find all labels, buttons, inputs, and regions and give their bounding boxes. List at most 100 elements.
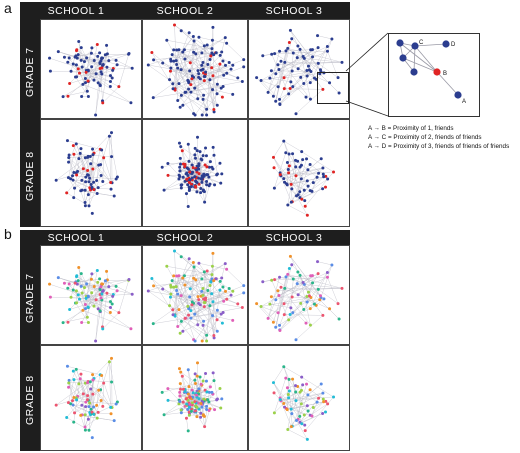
network-node — [72, 171, 76, 175]
network-edge — [66, 388, 91, 418]
network-node — [172, 274, 176, 278]
network-node — [73, 55, 77, 59]
network-node — [169, 59, 173, 63]
network-node — [169, 66, 173, 70]
network-edge — [100, 54, 129, 64]
network-edge — [267, 296, 293, 319]
network-node — [77, 40, 81, 44]
network-node — [108, 300, 112, 304]
network-node — [210, 38, 214, 42]
network-node — [236, 302, 240, 306]
network-node — [291, 277, 295, 281]
network-node — [86, 193, 90, 197]
network-node — [198, 77, 202, 81]
network-node — [91, 153, 95, 157]
network-node — [177, 367, 181, 371]
network-edge — [94, 270, 98, 287]
network-node — [98, 83, 102, 87]
network-node — [321, 397, 325, 401]
network-node — [206, 173, 210, 177]
network-node — [296, 293, 300, 297]
network-edge — [151, 52, 176, 91]
network-edge — [186, 193, 189, 207]
network-node — [242, 65, 246, 69]
inset-edge — [402, 57, 438, 73]
network-node — [285, 183, 289, 187]
network-edge — [87, 382, 89, 401]
network-edge — [186, 418, 189, 431]
network-node — [222, 299, 226, 303]
network-node — [81, 82, 85, 86]
zoom-box — [317, 72, 349, 104]
network-node — [83, 425, 87, 429]
network-node — [271, 155, 275, 159]
network-edge — [100, 164, 111, 183]
network-node — [289, 200, 293, 204]
network-node — [186, 368, 190, 372]
network-edge — [284, 182, 313, 192]
network-node — [183, 283, 187, 287]
network-node — [259, 78, 263, 82]
network-node — [95, 192, 99, 196]
network-edge — [101, 375, 113, 408]
network-node — [98, 309, 102, 313]
network-node — [276, 85, 280, 89]
network-node — [76, 293, 80, 297]
network-edge — [275, 268, 290, 328]
network-edge — [49, 284, 89, 298]
network-node — [299, 75, 303, 79]
network-node — [74, 142, 78, 146]
network-edge — [194, 291, 226, 315]
network-node — [282, 139, 286, 143]
network-node — [194, 52, 198, 56]
network-node — [308, 163, 312, 167]
network-node — [227, 61, 231, 65]
network-edge — [280, 61, 330, 83]
network-node — [210, 292, 214, 296]
network-node — [193, 382, 197, 386]
network-node — [186, 78, 190, 82]
network-edge — [256, 77, 274, 97]
network-node — [94, 298, 98, 302]
network-node — [73, 281, 77, 285]
network-node — [187, 405, 191, 409]
network-node — [318, 298, 322, 302]
network-node — [300, 422, 304, 426]
network-a-grade8-school3 — [248, 119, 350, 227]
network-node — [298, 190, 302, 194]
network-node — [186, 304, 190, 308]
network-node — [199, 382, 203, 386]
network-node — [202, 319, 206, 323]
network-edge — [280, 399, 292, 427]
network-node — [101, 289, 105, 293]
network-edge — [76, 369, 90, 404]
network-node — [206, 288, 210, 292]
network-node — [189, 407, 193, 411]
network-node — [196, 135, 200, 139]
network-node — [195, 149, 199, 153]
network-node — [107, 59, 111, 63]
network-node — [286, 167, 290, 171]
network-node — [103, 53, 107, 57]
network-edge — [275, 299, 320, 328]
network-node — [306, 393, 310, 397]
network-node — [162, 413, 166, 417]
network-node — [284, 49, 288, 53]
network-node — [66, 320, 70, 324]
network-node — [222, 73, 226, 77]
network-edge — [296, 158, 307, 196]
network-edge — [287, 164, 311, 185]
network-node — [179, 319, 183, 323]
network-edge — [176, 258, 190, 291]
network-node — [88, 155, 92, 159]
network-edge — [212, 315, 233, 321]
network-node — [316, 287, 320, 291]
network-node — [179, 162, 183, 166]
inset-edge — [414, 45, 438, 73]
network-node — [278, 173, 282, 177]
network-node — [67, 381, 71, 385]
network-node — [69, 69, 73, 73]
network-node — [183, 90, 187, 94]
network-node — [168, 69, 172, 73]
network-node — [215, 82, 219, 86]
